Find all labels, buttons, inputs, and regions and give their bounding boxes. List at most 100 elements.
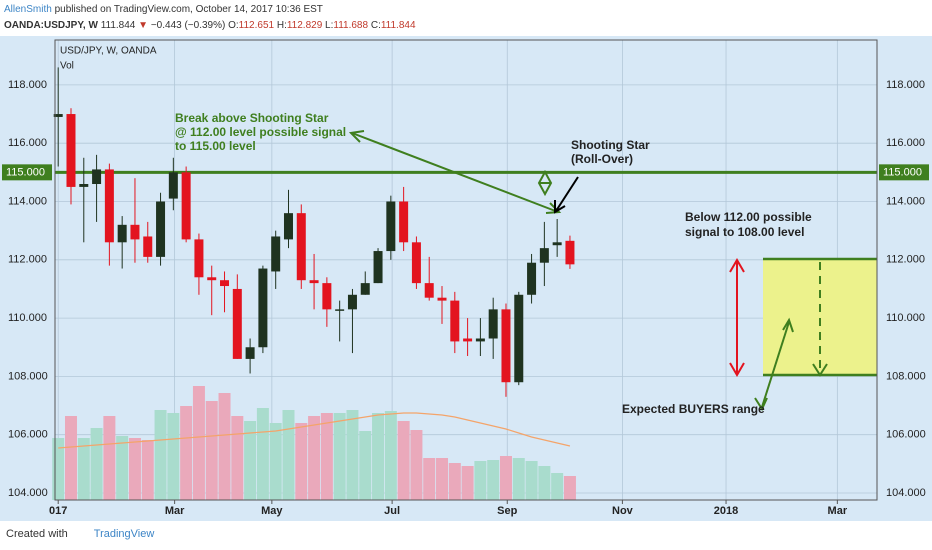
o: 112.651 — [238, 20, 275, 31]
c: 111.844 — [380, 20, 416, 31]
y-tick-label: 104.000 — [886, 487, 926, 499]
candle-body — [117, 224, 127, 243]
volume-bar — [256, 408, 269, 500]
y-tick-label: 110.000 — [886, 312, 925, 324]
volume-bar — [52, 438, 65, 500]
volume-bar — [244, 421, 257, 500]
volume-bar — [551, 473, 564, 500]
l-label: L: — [325, 20, 334, 31]
candle-body — [347, 294, 357, 310]
candle-body — [450, 300, 460, 342]
candle-body — [156, 201, 166, 257]
y-tick-label: 106.000 — [886, 429, 926, 441]
volume-bar — [436, 458, 449, 500]
volume-bar — [77, 438, 90, 500]
volume-bar — [295, 423, 308, 500]
note: signal to 108.00 level — [685, 225, 804, 239]
volume-bar — [269, 423, 282, 500]
candle-body — [539, 248, 549, 263]
x-tick-label: 017 — [49, 505, 67, 517]
volume-bar — [128, 438, 141, 500]
candle-body — [283, 213, 293, 240]
volume-bar — [141, 440, 154, 500]
x-tick-label: Jul — [384, 505, 400, 517]
candle-body — [399, 201, 409, 243]
volume-bar — [167, 413, 180, 500]
volume-bar — [512, 458, 525, 500]
brand[interactable]: TradingView — [93, 528, 155, 540]
level-label: 115.000 — [6, 166, 45, 178]
candle-body — [220, 280, 230, 287]
candle-body — [514, 294, 524, 383]
y-tick-label: 112.000 — [886, 254, 925, 266]
candle-body — [296, 213, 306, 281]
candle-body — [232, 288, 242, 359]
volume-bar — [231, 416, 244, 500]
note: Break above Shooting Star — [175, 111, 329, 125]
y-tick-label: 112.000 — [8, 254, 47, 266]
y-tick-label: 114.000 — [886, 195, 925, 207]
candle-body — [245, 347, 255, 359]
x-tick-label: 2018 — [714, 505, 738, 517]
volume-bar — [359, 431, 372, 500]
level-label: 115.000 — [883, 166, 922, 178]
volume-bar — [180, 406, 193, 500]
y-tick-label: 104.000 — [8, 487, 48, 499]
y-tick-label: 118.000 — [8, 79, 47, 91]
note: @ 112.00 level possible signal — [175, 125, 346, 139]
buyers-arrow — [761, 321, 790, 408]
header: AllenSmith published on TradingView.com,… — [4, 2, 416, 34]
volume-bar — [448, 463, 461, 500]
candle-body — [143, 236, 153, 257]
candle-body — [309, 280, 319, 284]
volume-bar — [218, 393, 231, 500]
c-label: C: — [370, 20, 381, 31]
note: Below 112.00 possible — [685, 210, 812, 224]
volume-bar — [563, 476, 576, 500]
candle-body — [386, 201, 396, 252]
candle-body — [207, 277, 217, 281]
candle-body — [424, 283, 434, 298]
author[interactable]: AllenSmith — [4, 4, 52, 15]
volume-bar — [397, 421, 410, 500]
star-head — [554, 200, 566, 214]
chart-title: USD/JPY, W, OANDA — [60, 46, 157, 57]
volume-bar — [423, 458, 436, 500]
y-tick-label: 118.000 — [886, 79, 925, 91]
note: to 115.00 level — [175, 139, 256, 153]
volume-bar — [487, 460, 500, 500]
y-tick-label: 116.000 — [8, 137, 47, 149]
candle-body — [475, 338, 485, 342]
candle-body — [258, 268, 268, 348]
x-tick-label: Sep — [497, 505, 517, 517]
note: (Roll-Over) — [571, 152, 633, 166]
gap-arrow — [537, 169, 553, 197]
red-heads — [729, 258, 745, 377]
candles — [53, 67, 575, 397]
volume-bar — [461, 466, 474, 500]
y-tick-label: 110.000 — [8, 312, 47, 324]
y-tick-label: 116.000 — [886, 137, 925, 149]
volume-bar — [525, 461, 538, 500]
candle-body — [463, 338, 473, 342]
volume-bar — [372, 413, 385, 500]
published: published on TradingView.com, October 14… — [54, 4, 323, 15]
candle-body — [53, 114, 63, 117]
volume — [52, 386, 576, 500]
volume-bar — [90, 428, 103, 500]
h: 112.829 — [286, 20, 323, 31]
level-tag — [2, 164, 52, 181]
candle-body — [552, 242, 562, 246]
candle-body — [322, 283, 332, 310]
candle-body — [79, 184, 89, 187]
break-arrow — [351, 132, 559, 213]
candle-body — [194, 239, 204, 278]
created: Created with — [6, 528, 68, 540]
buyers-heads — [754, 317, 794, 412]
candle-body — [92, 169, 102, 185]
volume-bar — [320, 413, 333, 500]
x-tick-label: May — [261, 505, 283, 517]
volume-bar — [154, 410, 167, 500]
level-tag — [879, 164, 929, 181]
